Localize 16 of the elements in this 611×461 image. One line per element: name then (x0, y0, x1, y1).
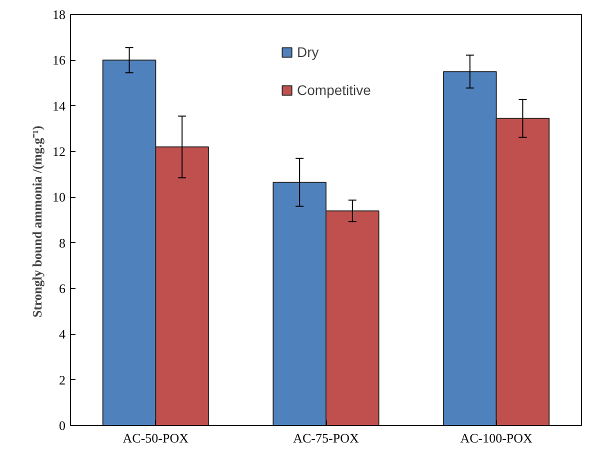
y-tick-label: 10 (52, 190, 66, 205)
legend-label: Competitive (297, 82, 371, 98)
y-axis-title: Strongly bound ammonia /(mg.g⁻¹) (30, 126, 44, 318)
x-tick-label: AC-50-POX (122, 430, 190, 446)
y-tick-label: 4 (59, 326, 66, 342)
y-tick-label: 18 (52, 7, 66, 22)
y-tick-label: 12 (52, 144, 66, 159)
y-tick-label: 2 (59, 372, 66, 388)
y-tick-label: 6 (59, 281, 66, 296)
legend-label: Dry (297, 44, 319, 60)
x-tick-label: AC-75-POX (293, 430, 360, 446)
y-tick-label: 0 (59, 418, 66, 433)
x-tick-label: AC-100-POX (460, 430, 534, 446)
y-tick-label: 8 (59, 235, 66, 250)
y-tick-label: 14 (52, 98, 66, 114)
y-tick-label: 16 (52, 52, 66, 68)
